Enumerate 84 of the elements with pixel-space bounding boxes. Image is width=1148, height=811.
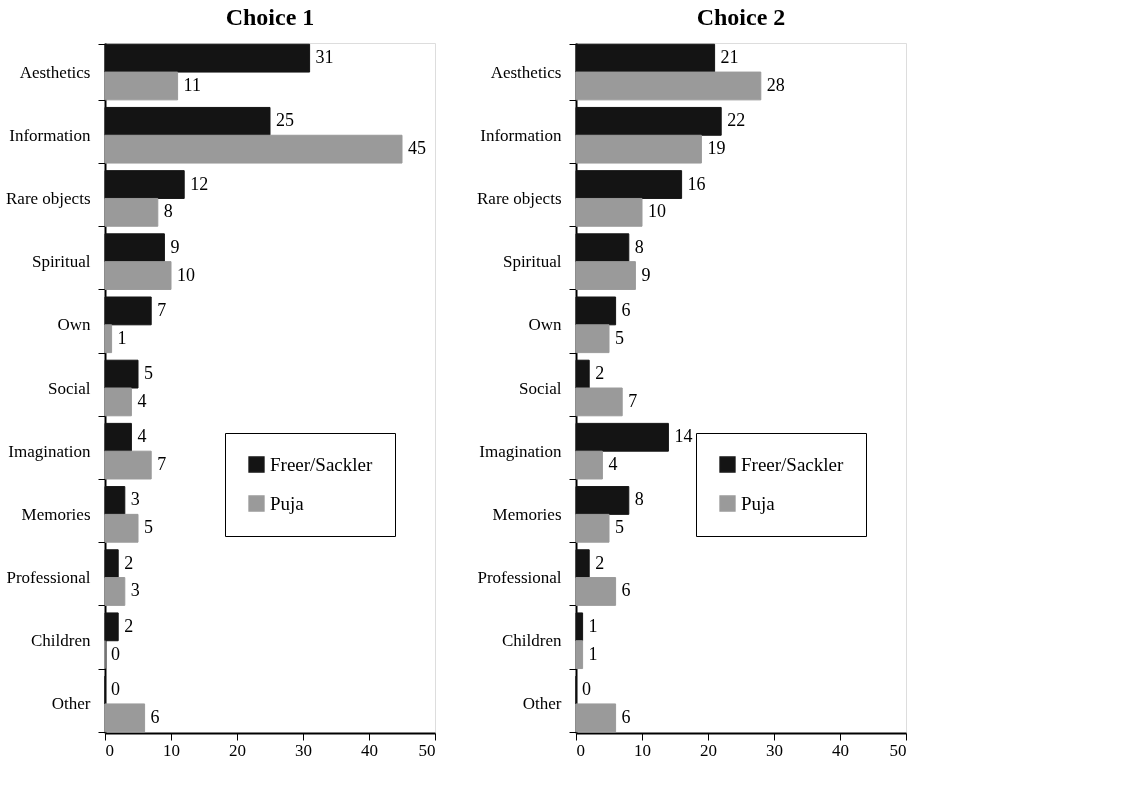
data-label: 7 xyxy=(628,390,638,411)
data-label: 11 xyxy=(183,74,201,95)
y-tick-label: Memories xyxy=(21,504,91,524)
data-label: 28 xyxy=(766,74,785,95)
x-tick-label: 50 xyxy=(418,740,436,760)
x-tick-label: 30 xyxy=(766,740,783,760)
data-label: 0 xyxy=(582,679,591,700)
data-label: 16 xyxy=(687,173,706,194)
legend-label: Puja xyxy=(270,492,305,514)
data-label: 10 xyxy=(177,264,195,285)
chart-title: Choice 2 xyxy=(696,4,786,30)
x-tick-label: 10 xyxy=(634,740,651,760)
data-label: 6 xyxy=(621,706,631,727)
data-label: 6 xyxy=(150,706,160,727)
y-tick-label: Social xyxy=(48,378,91,398)
data-label: 5 xyxy=(615,327,624,348)
data-label: 3 xyxy=(130,580,140,601)
data-label: 1 xyxy=(117,327,127,348)
data-label: 10 xyxy=(648,201,666,222)
data-label: 2 xyxy=(595,363,605,384)
data-label: 3 xyxy=(130,489,140,510)
legend-label: Freer/Sackler xyxy=(270,453,374,475)
y-tick-label: Imagination xyxy=(479,441,562,461)
y-tick-label: Professional xyxy=(477,568,562,588)
data-label: 2 xyxy=(595,552,605,573)
data-label: 25 xyxy=(276,110,294,131)
x-tick-label: 30 xyxy=(295,740,312,760)
data-label: 5 xyxy=(144,517,153,538)
chart-title: Choice 1 xyxy=(225,4,315,30)
y-tick-label: Children xyxy=(31,631,91,651)
y-tick-label: Aesthetics xyxy=(19,62,91,82)
x-tick-label: 50 xyxy=(889,740,907,760)
x-tick-label: 40 xyxy=(832,740,849,760)
y-tick-label: Other xyxy=(522,694,562,714)
data-label: 45 xyxy=(408,138,426,159)
x-tick-label: 10 xyxy=(163,740,180,760)
legend-label: Freer/Sackler xyxy=(741,453,845,475)
data-label: 22 xyxy=(727,110,746,131)
data-label: 8 xyxy=(163,201,173,222)
data-label: 9 xyxy=(641,264,651,285)
x-tick-label: 40 xyxy=(361,740,378,760)
data-label: 2 xyxy=(124,615,134,636)
data-label: 6 xyxy=(621,299,631,320)
y-tick-label: Own xyxy=(57,315,91,335)
data-label: 9 xyxy=(170,236,180,257)
y-tick-label: Aesthetics xyxy=(490,62,562,82)
y-tick-label: Imagination xyxy=(8,441,91,461)
y-tick-label: Rare objects xyxy=(477,188,562,208)
y-tick-label: Own xyxy=(528,315,562,335)
data-label: 14 xyxy=(674,426,693,447)
legend-label: Puja xyxy=(741,492,776,514)
data-label: 8 xyxy=(634,489,644,510)
x-tick-label: 0 xyxy=(105,740,114,760)
data-label: 5 xyxy=(144,363,153,384)
y-tick-label: Memories xyxy=(492,504,562,524)
data-label: 2 xyxy=(124,552,134,573)
data-label: 1 xyxy=(588,615,598,636)
data-label: 8 xyxy=(634,236,644,257)
data-label: 5 xyxy=(615,517,624,538)
x-tick-label: 0 xyxy=(576,740,585,760)
data-label: 4 xyxy=(137,390,147,411)
y-tick-label: Professional xyxy=(6,568,91,588)
data-label: 0 xyxy=(111,679,120,700)
y-tick-label: Social xyxy=(519,378,562,398)
data-label: 4 xyxy=(137,426,147,447)
data-label: 31 xyxy=(315,47,334,68)
data-label: 19 xyxy=(707,138,726,159)
data-label: 0 xyxy=(111,643,120,664)
y-tick-label: Rare objects xyxy=(6,188,91,208)
y-tick-label: Children xyxy=(502,631,562,651)
data-label: 7 xyxy=(157,299,167,320)
data-label: 6 xyxy=(621,580,631,601)
data-label: 12 xyxy=(190,173,209,194)
y-tick-label: Other xyxy=(51,694,91,714)
y-tick-label: Spiritual xyxy=(31,252,91,272)
y-tick-label: Information xyxy=(9,125,91,145)
x-tick-label: 20 xyxy=(700,740,717,760)
y-tick-label: Information xyxy=(480,125,562,145)
data-label: 1 xyxy=(588,643,598,664)
data-label: 7 xyxy=(157,454,167,475)
data-label: 4 xyxy=(608,454,618,475)
x-tick-label: 20 xyxy=(229,740,246,760)
data-label: 21 xyxy=(720,47,739,68)
y-tick-label: Spiritual xyxy=(502,252,562,272)
